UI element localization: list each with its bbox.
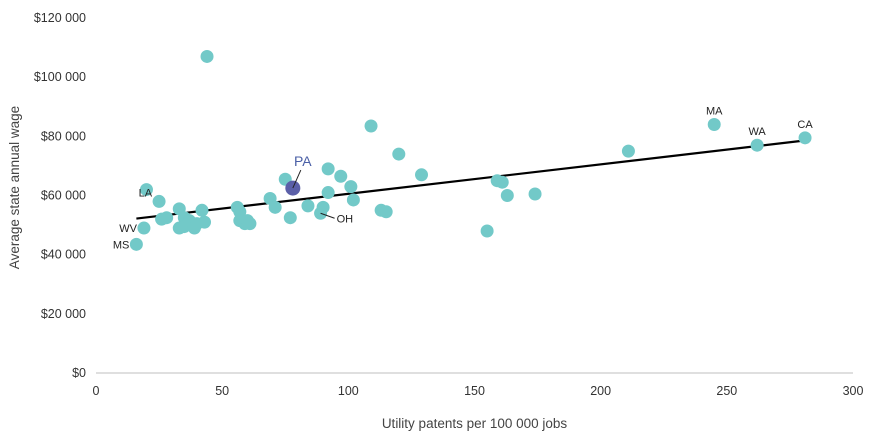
data-point xyxy=(798,131,812,145)
point-label: WA xyxy=(748,126,766,138)
data-point xyxy=(160,211,174,225)
y-tick-label: $20 000 xyxy=(41,307,86,321)
data-point xyxy=(480,224,494,238)
data-point xyxy=(301,199,315,213)
point-label: WV xyxy=(119,223,137,235)
x-tick-label: 200 xyxy=(590,384,611,398)
point-label: MS xyxy=(113,239,130,251)
label-leader-line xyxy=(292,169,302,189)
y-tick-label: $80 000 xyxy=(41,129,86,143)
y-tick-label: $0 xyxy=(72,366,86,380)
x-tick-label: 300 xyxy=(843,384,864,398)
data-point xyxy=(129,237,143,251)
data-point xyxy=(379,205,393,219)
data-point xyxy=(152,194,166,208)
data-point xyxy=(200,49,214,63)
data-point xyxy=(195,203,209,217)
point-label: OH xyxy=(337,213,354,225)
point-label: LA xyxy=(139,187,153,199)
y-tick-label: $40 000 xyxy=(41,248,86,262)
data-point xyxy=(321,186,335,200)
data-point xyxy=(528,187,542,201)
point-label: PA xyxy=(294,153,312,169)
x-tick-label: 150 xyxy=(464,384,485,398)
y-axis-ticks: $0 $20 000 $40 000 $60 000 $80 000 $100 000 $1… xyxy=(34,11,86,380)
data-point xyxy=(346,193,360,207)
y-axis-title: Average state annual wage xyxy=(7,106,22,269)
data-point xyxy=(316,200,330,214)
data-points xyxy=(129,49,812,251)
y-tick-label: $100 000 xyxy=(34,70,86,84)
point-label: MA xyxy=(706,106,723,118)
y-tick-label: $120 000 xyxy=(34,11,86,25)
data-point xyxy=(139,183,153,197)
data-point xyxy=(334,169,348,183)
data-point xyxy=(137,221,151,235)
data-point xyxy=(621,144,635,158)
x-tick-label: 0 xyxy=(93,384,100,398)
data-point xyxy=(283,211,297,225)
data-point xyxy=(392,147,406,161)
data-point xyxy=(268,200,282,214)
data-point xyxy=(321,162,335,176)
data-point xyxy=(415,168,429,182)
x-tick-label: 50 xyxy=(215,384,229,398)
x-tick-label: 100 xyxy=(338,384,359,398)
data-point xyxy=(707,118,721,131)
point-label: CA xyxy=(797,119,813,131)
point-labels: MS WV LA PA OH MA WA CA xyxy=(113,106,813,252)
label-leader-line xyxy=(320,212,335,219)
data-point xyxy=(364,119,378,133)
x-axis-ticks: 0 50 100 150 200 250 300 xyxy=(93,384,864,398)
data-point xyxy=(495,175,509,189)
y-tick-label: $60 000 xyxy=(41,189,86,203)
x-axis-title: Utility patents per 100 000 jobs xyxy=(382,416,568,431)
data-point xyxy=(344,180,358,194)
x-tick-label: 250 xyxy=(716,384,737,398)
data-point xyxy=(243,217,257,231)
trendline xyxy=(136,139,803,220)
data-point xyxy=(750,138,764,152)
data-point xyxy=(500,189,514,202)
data-point xyxy=(198,215,212,229)
